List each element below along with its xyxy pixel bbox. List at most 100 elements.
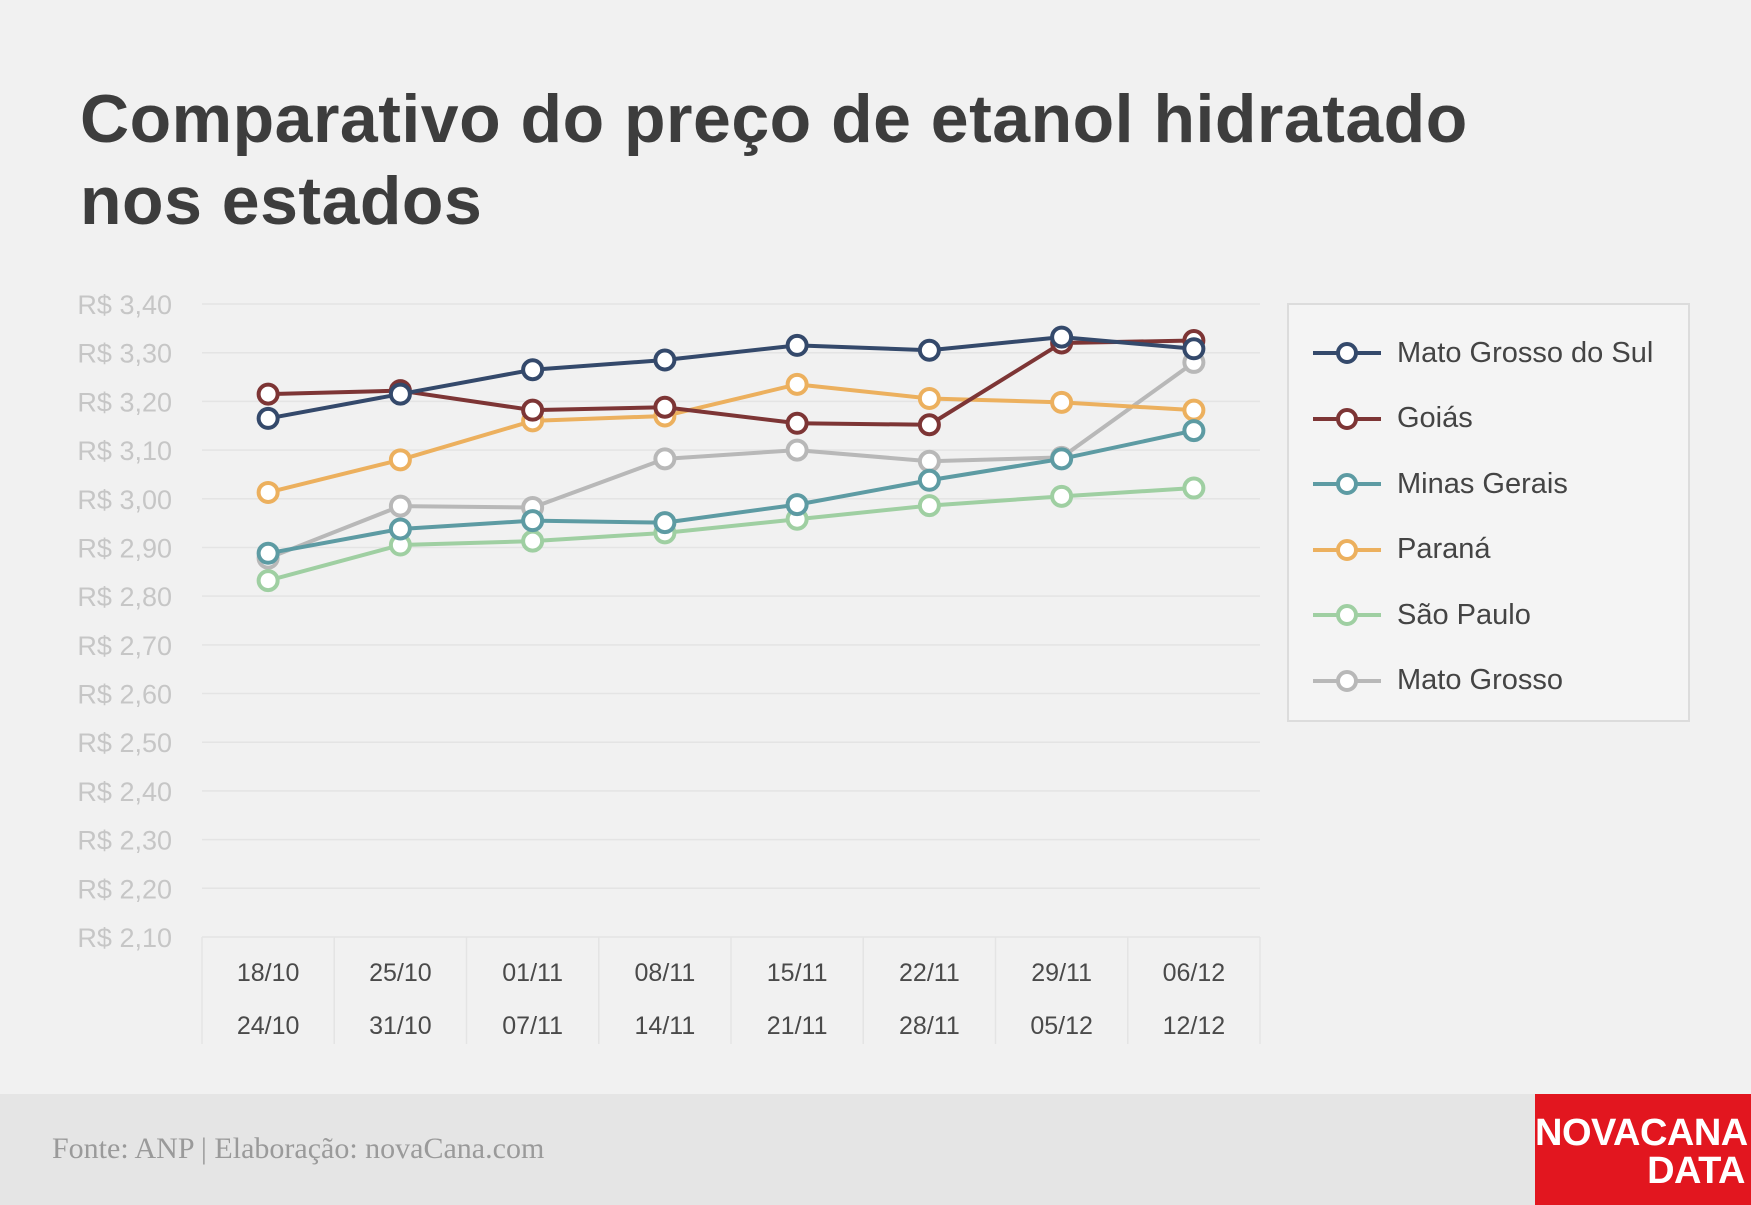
y-tick-label: R$ 2,30 — [77, 826, 172, 856]
legend-item[interactable]: Minas Gerais — [1311, 464, 1568, 504]
data-point[interactable] — [1182, 419, 1206, 443]
series-mato-grosso-do-sul — [256, 325, 1206, 430]
x-category-end: 05/12 — [1030, 1012, 1093, 1040]
y-tick-label: R$ 2,70 — [77, 631, 172, 661]
x-category-end: 21/11 — [767, 1012, 828, 1040]
series-s-o-paulo — [256, 476, 1206, 593]
data-point[interactable] — [1182, 476, 1206, 500]
legend-item[interactable]: São Paulo — [1311, 595, 1531, 635]
legend-marker-icon — [1313, 669, 1381, 692]
data-point[interactable] — [917, 338, 941, 362]
y-axis-ticks: R$ 3,40 R$ 3,30 R$ 3,20 R$ 3,10 R$ 3,00 R$ 2,… — [77, 290, 172, 953]
legend-item[interactable]: Mato Grosso do Sul — [1311, 333, 1653, 373]
legend-label: Mato Grosso — [1397, 664, 1563, 696]
x-category-end: 14/11 — [635, 1012, 696, 1040]
novacana-data-logo[interactable]: NOVACANA DATA — [1535, 1094, 1751, 1205]
y-tick-label: R$ 3,40 — [77, 290, 172, 320]
data-point[interactable] — [917, 468, 941, 492]
data-point[interactable] — [521, 398, 545, 422]
data-point[interactable] — [785, 438, 809, 462]
legend-marker-icon — [1313, 342, 1381, 364]
series-line — [267, 360, 1196, 561]
y-tick-label: R$ 2,80 — [77, 582, 172, 612]
y-tick-label: R$ 3,00 — [77, 485, 172, 515]
chart-title-line2: nos estados — [80, 163, 483, 239]
data-point[interactable] — [256, 382, 280, 406]
chart-title-line1: Comparativo do preço de etanol hidratado — [80, 81, 1468, 157]
legend-item[interactable]: Goiás — [1311, 399, 1473, 439]
y-tick-label: R$ 2,10 — [77, 923, 172, 953]
data-point[interactable] — [917, 449, 941, 473]
legend-label: Mato Grosso do Sul — [1397, 336, 1654, 369]
data-point[interactable] — [785, 411, 809, 435]
legend-label: Paraná — [1397, 533, 1491, 565]
series-lines — [256, 325, 1206, 593]
data-point[interactable] — [653, 395, 677, 419]
data-point[interactable] — [388, 494, 412, 518]
y-tick-label: R$ 3,20 — [77, 387, 172, 417]
data-point[interactable] — [1050, 325, 1074, 349]
footer: Fonte: ANP | Elaboração: novaCana.com NO… — [0, 1094, 1751, 1205]
data-point[interactable] — [653, 348, 677, 372]
x-category-start: 25/10 — [369, 959, 432, 987]
data-point[interactable] — [521, 509, 545, 533]
logo-line1: NOVACANA — [1535, 1112, 1748, 1154]
x-axis-categories: 18/10 24/10 25/10 31/10 01/11 07/11 08/11 14/11… — [201, 937, 1261, 1044]
data-point[interactable] — [917, 386, 941, 410]
data-point[interactable] — [785, 333, 809, 357]
data-point[interactable] — [653, 511, 677, 535]
data-point[interactable] — [917, 413, 941, 437]
data-point[interactable] — [521, 529, 545, 553]
x-category-start: 15/11 — [767, 959, 828, 987]
legend-marker-icon — [1313, 473, 1381, 495]
x-category-start: 22/11 — [899, 959, 960, 987]
data-point[interactable] — [785, 493, 809, 517]
source-text: Fonte: ANP | Elaboração: novaCana.com — [52, 1132, 545, 1165]
x-category-start: 29/11 — [1031, 959, 1092, 987]
data-point[interactable] — [256, 541, 280, 565]
data-point[interactable] — [1182, 398, 1206, 422]
data-point[interactable] — [1050, 390, 1074, 414]
logo-line2: DATA — [1647, 1150, 1745, 1192]
x-category-end: 31/10 — [369, 1012, 432, 1040]
series-line — [267, 382, 1194, 495]
legend-label: Goiás — [1397, 402, 1473, 434]
x-category-start: 06/12 — [1163, 959, 1226, 987]
legend-item[interactable]: Mato Grosso — [1311, 661, 1563, 701]
data-point[interactable] — [917, 494, 941, 518]
y-tick-label: R$ 2,50 — [77, 728, 172, 758]
data-point[interactable] — [653, 447, 677, 471]
data-point[interactable] — [1050, 484, 1074, 508]
y-tick-label: R$ 2,40 — [77, 777, 172, 807]
data-point[interactable] — [521, 358, 545, 382]
data-point[interactable] — [1182, 337, 1206, 361]
data-point[interactable] — [1050, 447, 1074, 471]
legend-marker-icon — [1313, 407, 1381, 430]
data-point[interactable] — [256, 569, 280, 593]
y-tick-label: R$ 3,10 — [77, 436, 172, 466]
y-tick-label: R$ 2,90 — [77, 533, 172, 563]
series-paran- — [256, 372, 1206, 504]
y-tick-label: R$ 2,60 — [77, 680, 172, 710]
grid-lines — [202, 303, 1260, 938]
x-category-end: 12/12 — [1163, 1012, 1226, 1040]
x-category-end: 07/11 — [502, 1012, 563, 1040]
data-point[interactable] — [388, 382, 412, 406]
legend-marker-icon — [1313, 538, 1381, 561]
y-tick-label: R$ 2,20 — [77, 874, 172, 904]
legend-label: Minas Gerais — [1397, 467, 1568, 500]
data-point[interactable] — [256, 406, 280, 430]
x-category-start: 01/11 — [502, 959, 563, 987]
data-point[interactable] — [388, 517, 412, 541]
x-category-end: 24/10 — [237, 1012, 300, 1040]
legend: Mato Grosso do Sul Goiás Minas Gerais Paran… — [1287, 303, 1690, 722]
chart-title: Comparativo do preço de etanol hidratado… — [80, 78, 1580, 242]
legend-item[interactable]: Paraná — [1311, 530, 1491, 570]
x-category-start: 08/11 — [635, 959, 696, 987]
data-point[interactable] — [256, 480, 280, 504]
data-point[interactable] — [785, 372, 809, 396]
series-line — [267, 428, 1195, 556]
series-line — [267, 335, 1195, 421]
data-point[interactable] — [388, 448, 412, 472]
x-category-end: 28/11 — [899, 1012, 960, 1040]
